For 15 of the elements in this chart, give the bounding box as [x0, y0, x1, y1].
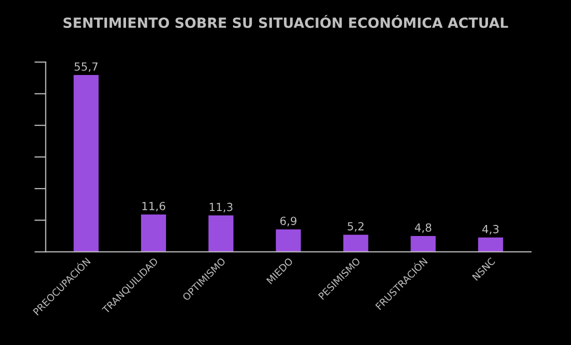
bar — [410, 236, 436, 252]
data-label: 4,8 — [414, 223, 432, 233]
bar — [74, 75, 99, 252]
data-label: 5,2 — [348, 222, 364, 232]
chart-title: SENTIMIENTO SOBRE SU SITUACIÓN ECONÓMICA ACTUAL — [64, 14, 508, 28]
data-label: 11,3 — [210, 202, 232, 212]
bar — [141, 214, 166, 252]
bar — [343, 234, 368, 252]
bar — [276, 229, 301, 252]
data-label: 55,7 — [74, 62, 98, 72]
data-label: 11,6 — [142, 202, 166, 212]
data-label: 4,3 — [482, 224, 499, 234]
bar — [478, 238, 504, 252]
bar — [208, 215, 234, 252]
data-label: 6,9 — [280, 216, 296, 226]
